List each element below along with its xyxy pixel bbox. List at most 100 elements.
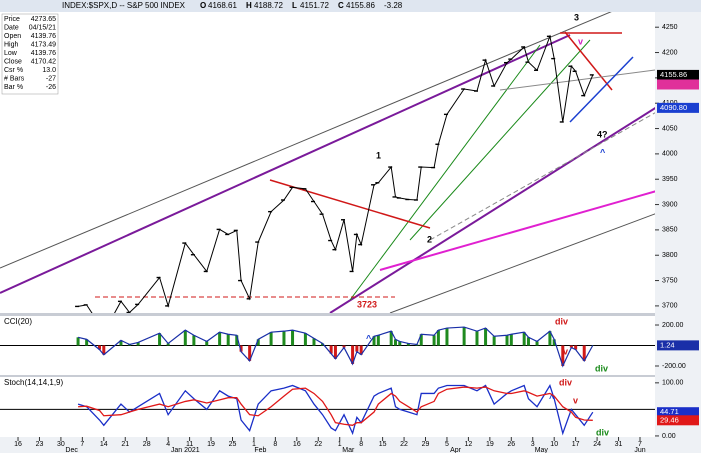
x-tick-label: 16	[14, 441, 22, 448]
histogram-bar	[359, 345, 363, 355]
x-tick-label: 8	[359, 441, 363, 448]
histogram-bar	[342, 345, 346, 348]
channel-line	[329, 106, 655, 313]
histogram-bar	[582, 345, 586, 361]
annotation: div	[596, 427, 609, 437]
x-tick-label: 22	[314, 441, 322, 448]
histogram-bar	[248, 345, 252, 361]
x-tick-label: 26	[507, 441, 515, 448]
data-window-key: Csr %	[4, 67, 23, 74]
data-window-value: 4273.65	[31, 16, 56, 23]
histogram-bar	[312, 338, 316, 346]
plot	[75, 34, 594, 313]
y-tick-label: -200.00	[662, 363, 686, 370]
trend-line	[379, 190, 655, 271]
histogram-bar	[398, 341, 402, 346]
annotation: 1	[376, 150, 381, 160]
value-badge	[657, 407, 699, 418]
x-tick-label: 30	[57, 441, 65, 448]
annotation: v	[563, 346, 568, 356]
value-badge	[657, 102, 699, 113]
data-window-value: 4139.76	[31, 33, 56, 40]
x-tick-label: 3	[531, 441, 535, 448]
channel-line	[0, 34, 571, 294]
quote-value: 4188.72	[254, 1, 283, 10]
value-badge	[657, 79, 699, 90]
x-tick-label: 19	[207, 441, 215, 448]
histogram-bar	[102, 345, 106, 355]
x-tick-label: 16	[293, 441, 301, 448]
y-tick-label: 3850	[662, 227, 678, 234]
line	[77, 34, 594, 313]
annotation: ^	[366, 333, 372, 343]
x-tick-label: 7	[638, 441, 642, 448]
trend-line	[409, 39, 591, 241]
trend-line	[569, 56, 634, 123]
y-tick-label: 100.00	[662, 380, 684, 387]
y-tick-label: 4250	[662, 24, 678, 31]
histogram-bar	[329, 345, 333, 354]
histogram-bar	[192, 335, 196, 346]
quote-value: 4168.61	[208, 1, 237, 10]
line	[77, 326, 594, 368]
histogram-bar	[505, 335, 509, 346]
annotation: 3723	[357, 299, 377, 309]
data-window-key: Open	[4, 33, 21, 40]
histogram-bar	[492, 336, 496, 346]
value-badge	[657, 415, 699, 426]
x-tick-label: 14	[100, 441, 108, 448]
annotation: ^	[549, 393, 555, 403]
histogram-bar	[226, 334, 230, 346]
histogram-bar	[291, 330, 295, 346]
data-window: Price 4273.65 Date 04/15/21 Open 4139.76 High 4…	[1, 13, 59, 95]
histogram-bar	[406, 343, 410, 346]
header-bar	[0, 0, 701, 12]
histogram-bar	[321, 343, 325, 346]
x-tick-label: 31	[615, 441, 623, 448]
line	[77, 383, 594, 436]
histogram-bar	[355, 345, 359, 352]
trend-line	[349, 44, 541, 301]
trend-line	[389, 213, 655, 313]
data-window-value: -26	[46, 84, 56, 91]
histogram-bar	[235, 335, 239, 346]
x-tick-label: 1	[252, 441, 256, 448]
plot	[0, 383, 655, 436]
data-window-box	[1, 13, 59, 95]
histogram-bar	[376, 335, 380, 346]
y-tick-label: 3900	[662, 201, 678, 208]
histogram-bar	[76, 337, 80, 346]
x-tick-label: 17	[572, 441, 580, 448]
data-window-value: 4173.49	[31, 41, 56, 48]
month-label: Dec	[65, 447, 78, 453]
trendlines	[0, 12, 655, 313]
histogram-bar	[269, 332, 273, 346]
panel-divider	[0, 375, 655, 377]
quote-value: -3.28	[384, 1, 403, 10]
histogram-bar	[535, 341, 539, 346]
histogram-bar	[445, 328, 449, 346]
trend-line	[564, 31, 613, 91]
annotation: div	[559, 377, 572, 387]
trend-line	[0, 12, 612, 269]
y-tick-label: 200.00	[662, 322, 684, 329]
data-window-key: High	[4, 41, 19, 48]
month-label: May	[535, 447, 549, 453]
annotation: v	[573, 395, 578, 405]
histogram-bar	[432, 335, 436, 346]
data-window-key: Date	[4, 24, 19, 31]
x-tick-label: 25	[229, 441, 237, 448]
plot	[0, 326, 655, 368]
x-tick-label: 19	[486, 441, 494, 448]
x-tick-label: 11	[186, 441, 193, 448]
annotation: div	[595, 363, 608, 373]
histogram-bar	[136, 342, 140, 346]
value-badge-label: 29.46	[660, 415, 679, 424]
histogram-bar	[509, 334, 513, 346]
y-tick-label: 3700	[662, 303, 678, 310]
x-axis-area	[0, 437, 701, 453]
x-tick-label: 12	[465, 441, 473, 448]
annotation: v	[578, 36, 583, 46]
